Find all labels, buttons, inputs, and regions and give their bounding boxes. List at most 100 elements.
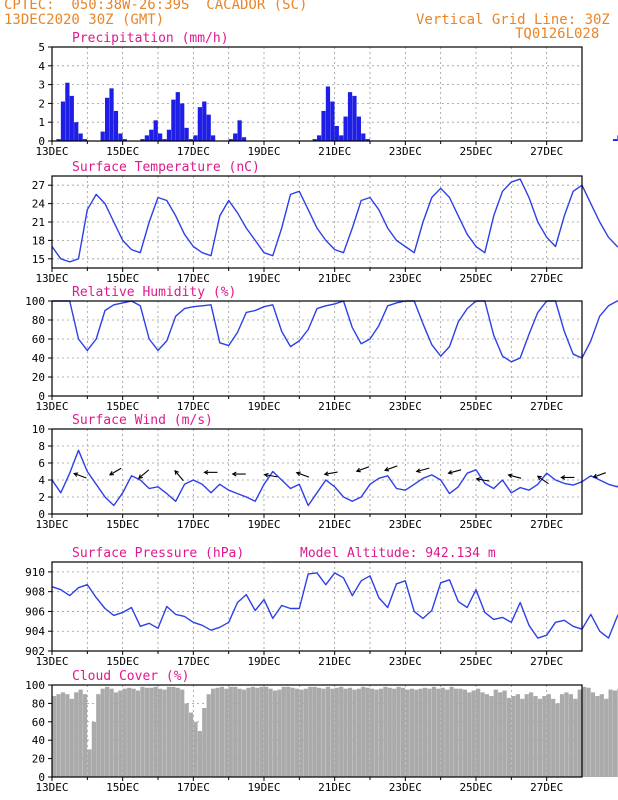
data-bar: [87, 749, 92, 777]
data-bar: [193, 135, 198, 141]
x-tick-label: 15DEC: [106, 781, 139, 794]
y-tick-label: 2: [38, 97, 45, 110]
wind-arrow-head: [138, 474, 143, 479]
x-tick-label: 23DEC: [389, 272, 422, 285]
data-bar: [281, 686, 286, 777]
x-tick-label: 15DEC: [106, 518, 139, 531]
x-tick-label: 19DEC: [247, 518, 280, 531]
data-bar: [520, 698, 525, 777]
wind-arrow: [508, 474, 522, 479]
data-bar: [219, 686, 225, 777]
x-tick-label: 15DEC: [106, 272, 139, 285]
wind-arrow: [416, 467, 430, 473]
data-bar: [431, 686, 437, 777]
header-date-line: 13DEC2020 30Z (GMT): [4, 12, 165, 28]
data-bar: [467, 692, 472, 777]
y-tick-label: 40: [32, 352, 45, 365]
data-bar: [211, 688, 216, 777]
panel-title: Surface Wind (m/s): [72, 413, 213, 428]
data-bar: [131, 688, 136, 777]
data-bar: [228, 139, 233, 141]
data-bar: [515, 694, 520, 777]
wind-arrow-head: [475, 477, 481, 482]
y-tick-label: 906: [25, 605, 45, 618]
data-bar: [480, 692, 485, 777]
data-bar: [158, 688, 163, 777]
x-tick-label: 17DEC: [177, 518, 210, 531]
x-tick-label: 21DEC: [318, 781, 351, 794]
data-bar: [91, 721, 96, 777]
header-model-code: TQ0126L028: [515, 26, 600, 42]
data-bar: [140, 686, 145, 777]
data-bar: [171, 99, 176, 141]
data-bar: [303, 688, 308, 777]
data-bar: [352, 95, 357, 141]
data-bar: [140, 139, 145, 141]
wind-arrow: [476, 478, 490, 482]
wind-arrow-head: [73, 472, 79, 477]
y-tick-label: 6: [38, 457, 45, 470]
data-bar: [321, 110, 326, 141]
data-bar: [440, 687, 445, 777]
series-line: [52, 300, 618, 363]
data-bar: [82, 139, 88, 141]
x-tick-label: 21DEC: [318, 272, 351, 285]
wind-arrow-head: [415, 468, 421, 473]
x-tick-label: 13DEC: [35, 145, 68, 158]
y-tick-label: 80: [32, 314, 45, 327]
data-bar: [387, 687, 392, 777]
data-bar: [502, 690, 507, 777]
data-bar: [484, 694, 490, 777]
data-bar: [184, 127, 189, 141]
x-tick-label: 23DEC: [389, 655, 422, 668]
y-tick-label: 0: [38, 135, 45, 148]
x-tick-label: 25DEC: [459, 781, 492, 794]
data-bar: [52, 696, 57, 777]
data-bar: [586, 687, 591, 777]
data-bar: [69, 698, 74, 777]
y-tick-label: 21: [32, 216, 45, 229]
data-bar: [228, 686, 233, 777]
data-bar: [96, 694, 101, 777]
data-bar: [118, 690, 123, 777]
wind-arrow-head: [231, 471, 237, 477]
wind-arrow: [593, 472, 606, 478]
data-bar: [414, 689, 419, 777]
data-bar: [564, 692, 569, 777]
data-bar: [255, 687, 260, 777]
data-bar: [250, 686, 255, 777]
x-tick-label: 17DEC: [177, 272, 210, 285]
wind-arrow: [448, 469, 462, 474]
data-bar: [188, 139, 194, 141]
data-bar: [612, 139, 618, 141]
data-bar: [595, 696, 600, 777]
data-bar: [453, 688, 459, 777]
x-tick-label: 23DEC: [389, 400, 422, 413]
x-tick-label: 27DEC: [530, 518, 563, 531]
data-bar: [162, 139, 167, 141]
data-bar: [202, 101, 207, 141]
wind-arrow-head: [174, 469, 179, 475]
data-bar: [599, 694, 604, 777]
data-bar: [202, 708, 207, 777]
data-bar: [122, 139, 127, 141]
data-bar: [100, 688, 105, 777]
data-bar: [290, 687, 295, 777]
wind-arrow-head: [560, 475, 566, 480]
panel-frame: [51, 684, 583, 778]
data-bar: [122, 688, 127, 777]
data-bar: [325, 686, 331, 777]
panel-frame: [51, 300, 583, 397]
data-bar: [317, 135, 322, 141]
y-tick-label: 80: [32, 697, 45, 710]
wind-arrow: [384, 465, 398, 471]
data-bar: [78, 689, 83, 777]
data-bar: [343, 688, 348, 777]
data-bar: [272, 690, 278, 777]
y-tick-label: 0: [38, 390, 45, 403]
data-bar: [339, 135, 344, 141]
data-bar: [365, 687, 370, 777]
x-tick-label: 15DEC: [106, 145, 139, 158]
y-tick-label: 2: [38, 491, 45, 504]
data-bar: [180, 689, 185, 777]
